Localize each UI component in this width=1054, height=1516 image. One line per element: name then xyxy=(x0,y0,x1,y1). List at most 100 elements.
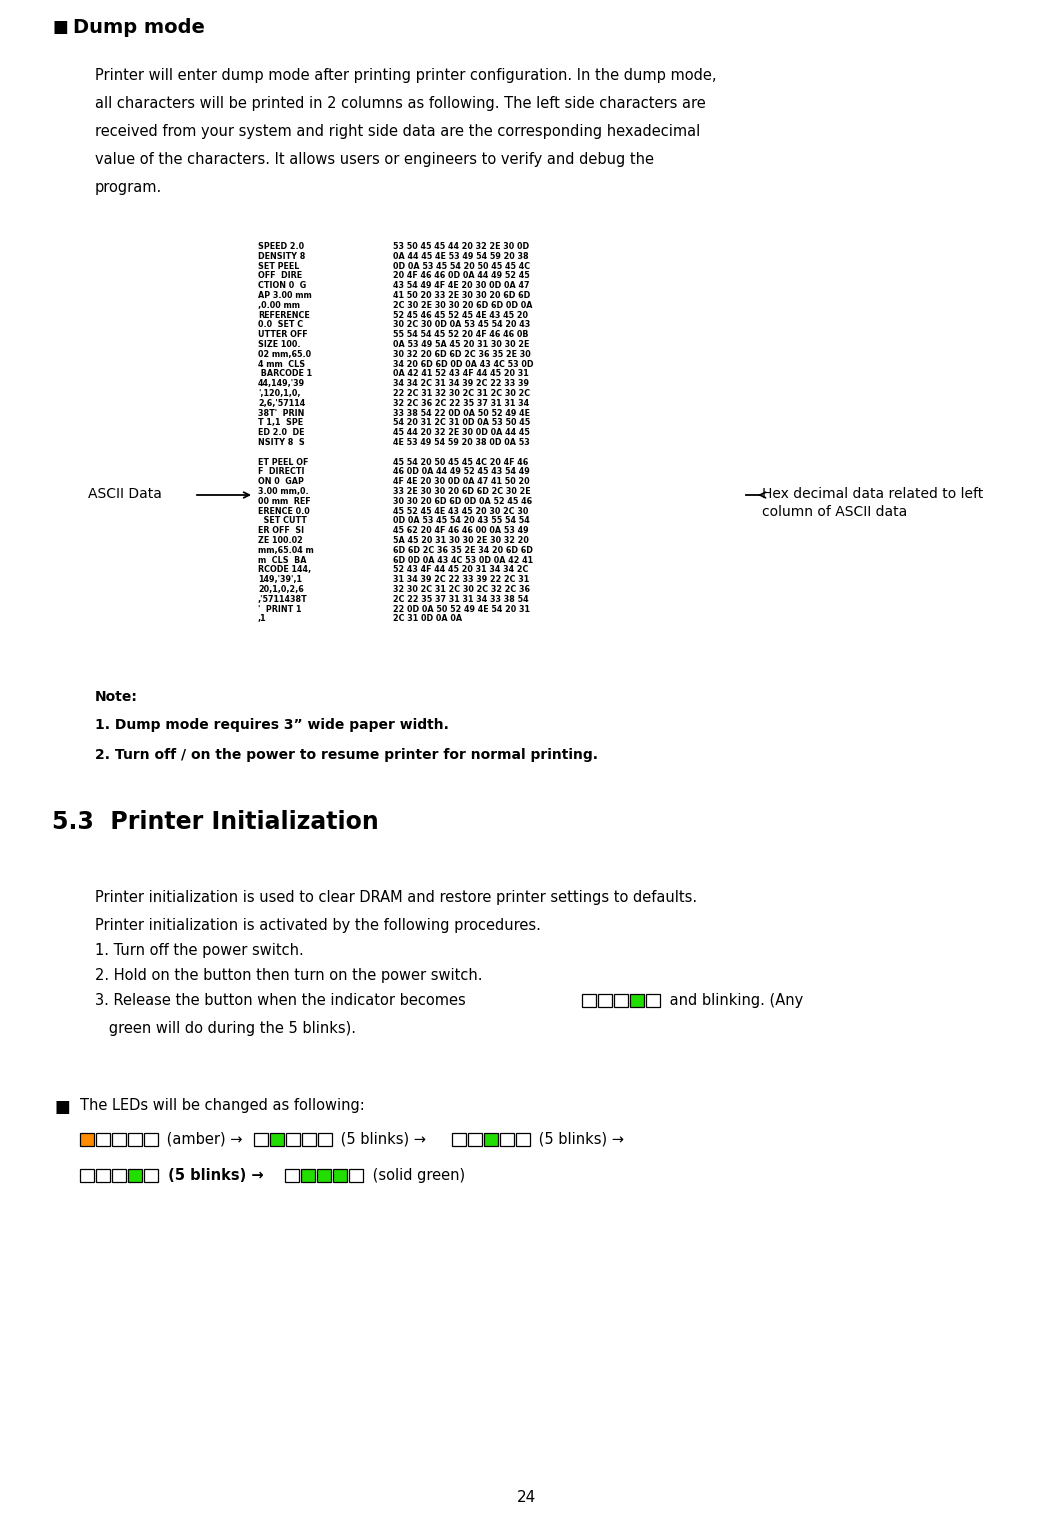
Text: (amber) →: (amber) → xyxy=(162,1132,242,1148)
Bar xyxy=(96,1132,110,1146)
Text: The LEDs will be changed as following:: The LEDs will be changed as following: xyxy=(80,1098,365,1113)
Text: 33 2E 30 30 20 6D 6D 2C 30 2E: 33 2E 30 30 20 6D 6D 2C 30 2E xyxy=(393,487,530,496)
Text: Printer initialization is used to clear DRAM and restore printer settings to def: Printer initialization is used to clear … xyxy=(95,890,697,905)
Text: ED 2.0  DE: ED 2.0 DE xyxy=(258,428,305,437)
Bar xyxy=(112,1169,126,1182)
Bar xyxy=(468,1132,482,1146)
Text: 20,1,0,2,6: 20,1,0,2,6 xyxy=(258,585,304,594)
Bar xyxy=(285,1169,299,1182)
Bar xyxy=(144,1132,158,1146)
Text: SET CUTT: SET CUTT xyxy=(258,517,307,526)
Text: 20 4F 46 46 0D 0A 44 49 52 45: 20 4F 46 46 0D 0A 44 49 52 45 xyxy=(393,271,530,280)
Text: 3. Release the button when the indicator becomes: 3. Release the button when the indicator… xyxy=(95,993,466,1008)
Text: ',120,1,0,: ',120,1,0, xyxy=(258,390,300,399)
Text: CTION 0  G: CTION 0 G xyxy=(258,280,307,290)
Text: SIZE 100.: SIZE 100. xyxy=(258,340,300,349)
Bar xyxy=(317,1169,331,1182)
Bar xyxy=(349,1169,363,1182)
Text: 44,149,'39: 44,149,'39 xyxy=(258,379,305,388)
Text: 30 32 20 6D 6D 2C 36 35 2E 30: 30 32 20 6D 6D 2C 36 35 2E 30 xyxy=(393,350,531,359)
Text: 1. Dump mode requires 3” wide paper width.: 1. Dump mode requires 3” wide paper widt… xyxy=(95,719,449,732)
Bar xyxy=(500,1132,514,1146)
Text: 00 mm  REF: 00 mm REF xyxy=(258,497,311,506)
Text: 5A 45 20 31 30 30 2E 30 32 20: 5A 45 20 31 30 30 2E 30 32 20 xyxy=(393,537,529,544)
Text: 2,6,'57114: 2,6,'57114 xyxy=(258,399,306,408)
Text: SET PEEL: SET PEEL xyxy=(258,262,299,270)
Text: 41 50 20 33 2E 30 30 20 6D 6D: 41 50 20 33 2E 30 30 20 6D 6D xyxy=(393,291,530,300)
Text: 4 mm  CLS: 4 mm CLS xyxy=(258,359,305,368)
Bar xyxy=(286,1132,300,1146)
Text: 30 30 20 6D 6D 0D 0A 52 45 46: 30 30 20 6D 6D 0D 0A 52 45 46 xyxy=(393,497,532,506)
Text: green will do during the 5 blinks).: green will do during the 5 blinks). xyxy=(95,1020,356,1035)
Text: 5.3  Printer Initialization: 5.3 Printer Initialization xyxy=(52,810,378,834)
Bar xyxy=(516,1132,530,1146)
Text: 0.0  SET C: 0.0 SET C xyxy=(258,320,304,329)
Text: ASCII Data: ASCII Data xyxy=(87,487,162,500)
Bar xyxy=(302,1132,316,1146)
Text: 0A 42 41 52 43 4F 44 45 20 31: 0A 42 41 52 43 4F 44 45 20 31 xyxy=(393,370,529,379)
Text: SPEED 2.0: SPEED 2.0 xyxy=(258,243,305,252)
Text: Printer initialization is activated by the following procedures.: Printer initialization is activated by t… xyxy=(95,919,541,932)
Text: 2C 31 0D 0A 0A: 2C 31 0D 0A 0A xyxy=(393,614,462,623)
Text: 4E 53 49 54 59 20 38 0D 0A 53: 4E 53 49 54 59 20 38 0D 0A 53 xyxy=(393,438,530,447)
Text: 4F 4E 20 30 0D 0A 47 41 50 20: 4F 4E 20 30 0D 0A 47 41 50 20 xyxy=(393,478,529,487)
Text: T 1,1  SPE: T 1,1 SPE xyxy=(258,418,304,428)
Text: 2. Hold on the button then turn on the power switch.: 2. Hold on the button then turn on the p… xyxy=(95,969,483,982)
Text: 31 34 39 2C 22 33 39 22 2C 31: 31 34 39 2C 22 33 39 22 2C 31 xyxy=(393,575,529,584)
Text: 0D 0A 53 45 54 20 50 45 45 4C: 0D 0A 53 45 54 20 50 45 45 4C xyxy=(393,262,530,270)
Text: 3.00 mm,0.: 3.00 mm,0. xyxy=(258,487,309,496)
Text: received from your system and right side data are the corresponding hexadecimal: received from your system and right side… xyxy=(95,124,700,139)
Text: ERENCE 0.0: ERENCE 0.0 xyxy=(258,506,310,515)
Text: ET PEEL OF: ET PEEL OF xyxy=(258,458,309,467)
Bar xyxy=(128,1132,142,1146)
Text: mm,65.04 m: mm,65.04 m xyxy=(258,546,314,555)
Text: BARCODE 1: BARCODE 1 xyxy=(258,370,312,379)
Text: (5 blinks) →: (5 blinks) → xyxy=(336,1132,426,1148)
Text: 45 54 20 50 45 45 4C 20 4F 46: 45 54 20 50 45 45 4C 20 4F 46 xyxy=(393,458,528,467)
Bar xyxy=(96,1169,110,1182)
Text: UTTER OFF: UTTER OFF xyxy=(258,330,308,340)
Text: F  DIRECTI: F DIRECTI xyxy=(258,467,305,476)
Text: 24: 24 xyxy=(518,1490,536,1505)
Text: all characters will be printed in 2 columns as following. The left side characte: all characters will be printed in 2 colu… xyxy=(95,96,706,111)
Text: NSITY 8  S: NSITY 8 S xyxy=(258,438,305,447)
Text: ■: ■ xyxy=(55,1098,71,1116)
Bar xyxy=(614,994,628,1007)
Text: DENSITY 8: DENSITY 8 xyxy=(258,252,306,261)
Text: ,1: ,1 xyxy=(258,614,267,623)
Text: ON 0  GAP: ON 0 GAP xyxy=(258,478,304,487)
Text: 38T'  PRIN: 38T' PRIN xyxy=(258,409,305,417)
Text: 53 50 45 45 44 20 32 2E 30 0D: 53 50 45 45 44 20 32 2E 30 0D xyxy=(393,243,529,252)
Bar xyxy=(301,1169,315,1182)
Text: '  PRINT 1: ' PRINT 1 xyxy=(258,605,301,614)
Text: 52 43 4F 44 45 20 31 34 34 2C: 52 43 4F 44 45 20 31 34 34 2C xyxy=(393,565,528,575)
Bar xyxy=(452,1132,466,1146)
Bar xyxy=(144,1169,158,1182)
Text: 0A 53 49 5A 45 20 31 30 30 2E: 0A 53 49 5A 45 20 31 30 30 2E xyxy=(393,340,529,349)
Text: ■: ■ xyxy=(52,18,67,36)
Bar xyxy=(254,1132,268,1146)
Text: 45 62 20 4F 46 46 00 0A 53 49: 45 62 20 4F 46 46 00 0A 53 49 xyxy=(393,526,529,535)
Text: ,'5711438T: ,'5711438T xyxy=(258,594,308,603)
Text: 2C 30 2E 30 30 20 6D 6D 0D 0A: 2C 30 2E 30 30 20 6D 6D 0D 0A xyxy=(393,300,532,309)
Text: and blinking. (Any: and blinking. (Any xyxy=(665,993,803,1008)
Text: 33 38 54 22 0D 0A 50 52 49 4E: 33 38 54 22 0D 0A 50 52 49 4E xyxy=(393,409,530,417)
Text: 02 mm,65.0: 02 mm,65.0 xyxy=(258,350,311,359)
Text: AP 3.00 mm: AP 3.00 mm xyxy=(258,291,312,300)
Bar xyxy=(598,994,612,1007)
Text: ZE 100.02: ZE 100.02 xyxy=(258,537,302,544)
Text: 22 0D 0A 50 52 49 4E 54 20 31: 22 0D 0A 50 52 49 4E 54 20 31 xyxy=(393,605,530,614)
Text: 32 2C 36 2C 22 35 37 31 31 34: 32 2C 36 2C 22 35 37 31 31 34 xyxy=(393,399,529,408)
Text: 1. Turn off the power switch.: 1. Turn off the power switch. xyxy=(95,943,304,958)
Text: (5 blinks) →: (5 blinks) → xyxy=(534,1132,624,1148)
Bar xyxy=(318,1132,332,1146)
Text: 22 2C 31 32 30 2C 31 2C 30 2C: 22 2C 31 32 30 2C 31 2C 30 2C xyxy=(393,390,530,399)
Text: value of the characters. It allows users or engineers to verify and debug the: value of the characters. It allows users… xyxy=(95,152,653,167)
Text: Hex decimal data related to left: Hex decimal data related to left xyxy=(762,487,983,500)
Text: 55 54 54 45 52 20 4F 46 46 0B: 55 54 54 45 52 20 4F 46 46 0B xyxy=(393,330,528,340)
Text: 0D 0A 53 45 54 20 43 55 54 54: 0D 0A 53 45 54 20 43 55 54 54 xyxy=(393,517,530,526)
Text: Note:: Note: xyxy=(95,690,138,703)
Text: OFF  DIRE: OFF DIRE xyxy=(258,271,302,280)
Bar xyxy=(80,1169,94,1182)
Text: REFERENCE: REFERENCE xyxy=(258,311,310,320)
